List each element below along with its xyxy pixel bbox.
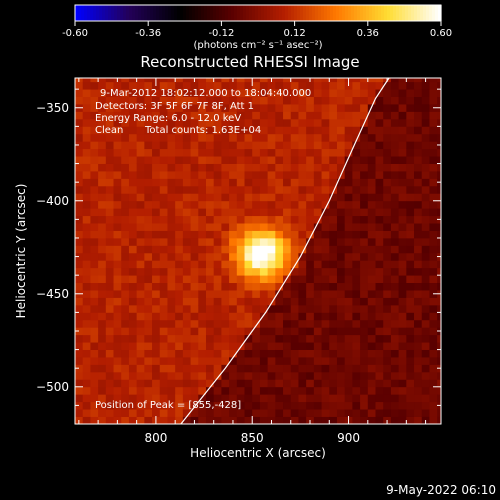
- colorbar-frame: [74, 4, 442, 22]
- y-axis-label: Heliocentric Y (arcsec): [14, 184, 28, 319]
- x-tick-label: 900: [337, 431, 360, 445]
- y-tick-label: −450: [36, 287, 69, 301]
- detectors-text: Detectors: 3F 5F 6F 7F 8F, Att 1: [95, 101, 254, 112]
- heatmap-image: [75, 78, 441, 424]
- chart-title: Reconstructed RHESSI Image: [140, 53, 359, 71]
- colorbar-tick-label: 0.12: [283, 28, 305, 39]
- x-tick-label: 850: [241, 431, 264, 445]
- clean-label: Clean: [95, 125, 123, 136]
- colorbar: -0.60 -0.36 -0.12 0.12 0.36 0.60 (photons cm⁻…: [62, 4, 452, 51]
- axis-ticks: 800 850 900 −350 −400 −450 −500: [36, 78, 441, 445]
- colorbar-tick-label: -0.12: [208, 28, 234, 39]
- colorbar-units-label: (photons cm⁻² s⁻¹ asec⁻²): [193, 40, 322, 51]
- colorbar-tick-label: 0.60: [430, 28, 452, 39]
- peak-position-text: Position of Peak = [855,-428]: [95, 400, 241, 411]
- total-counts-text: Total counts: 1.63E+04: [144, 125, 261, 136]
- y-tick-label: −500: [36, 380, 69, 394]
- solar-limb-curve: [180, 78, 390, 424]
- date-stamp: 9-May-2022 06:10: [386, 483, 496, 497]
- y-tick-label: −400: [36, 194, 69, 208]
- x-tick-label: 800: [144, 431, 167, 445]
- colorbar-tick-label: -0.60: [62, 28, 88, 39]
- plot-frame: [74, 77, 442, 425]
- time-range-text: 9-Mar-2012 18:02:12.000 to 18:04:40.000: [100, 88, 311, 99]
- colorbar-tick-label: -0.36: [135, 28, 161, 39]
- y-tick-label: −350: [36, 101, 69, 115]
- colorbar-tick-label: 0.36: [357, 28, 379, 39]
- energy-range-text: Energy Range: 6.0 - 12.0 keV: [95, 113, 241, 124]
- x-axis-label: Heliocentric X (arcsec): [190, 446, 326, 460]
